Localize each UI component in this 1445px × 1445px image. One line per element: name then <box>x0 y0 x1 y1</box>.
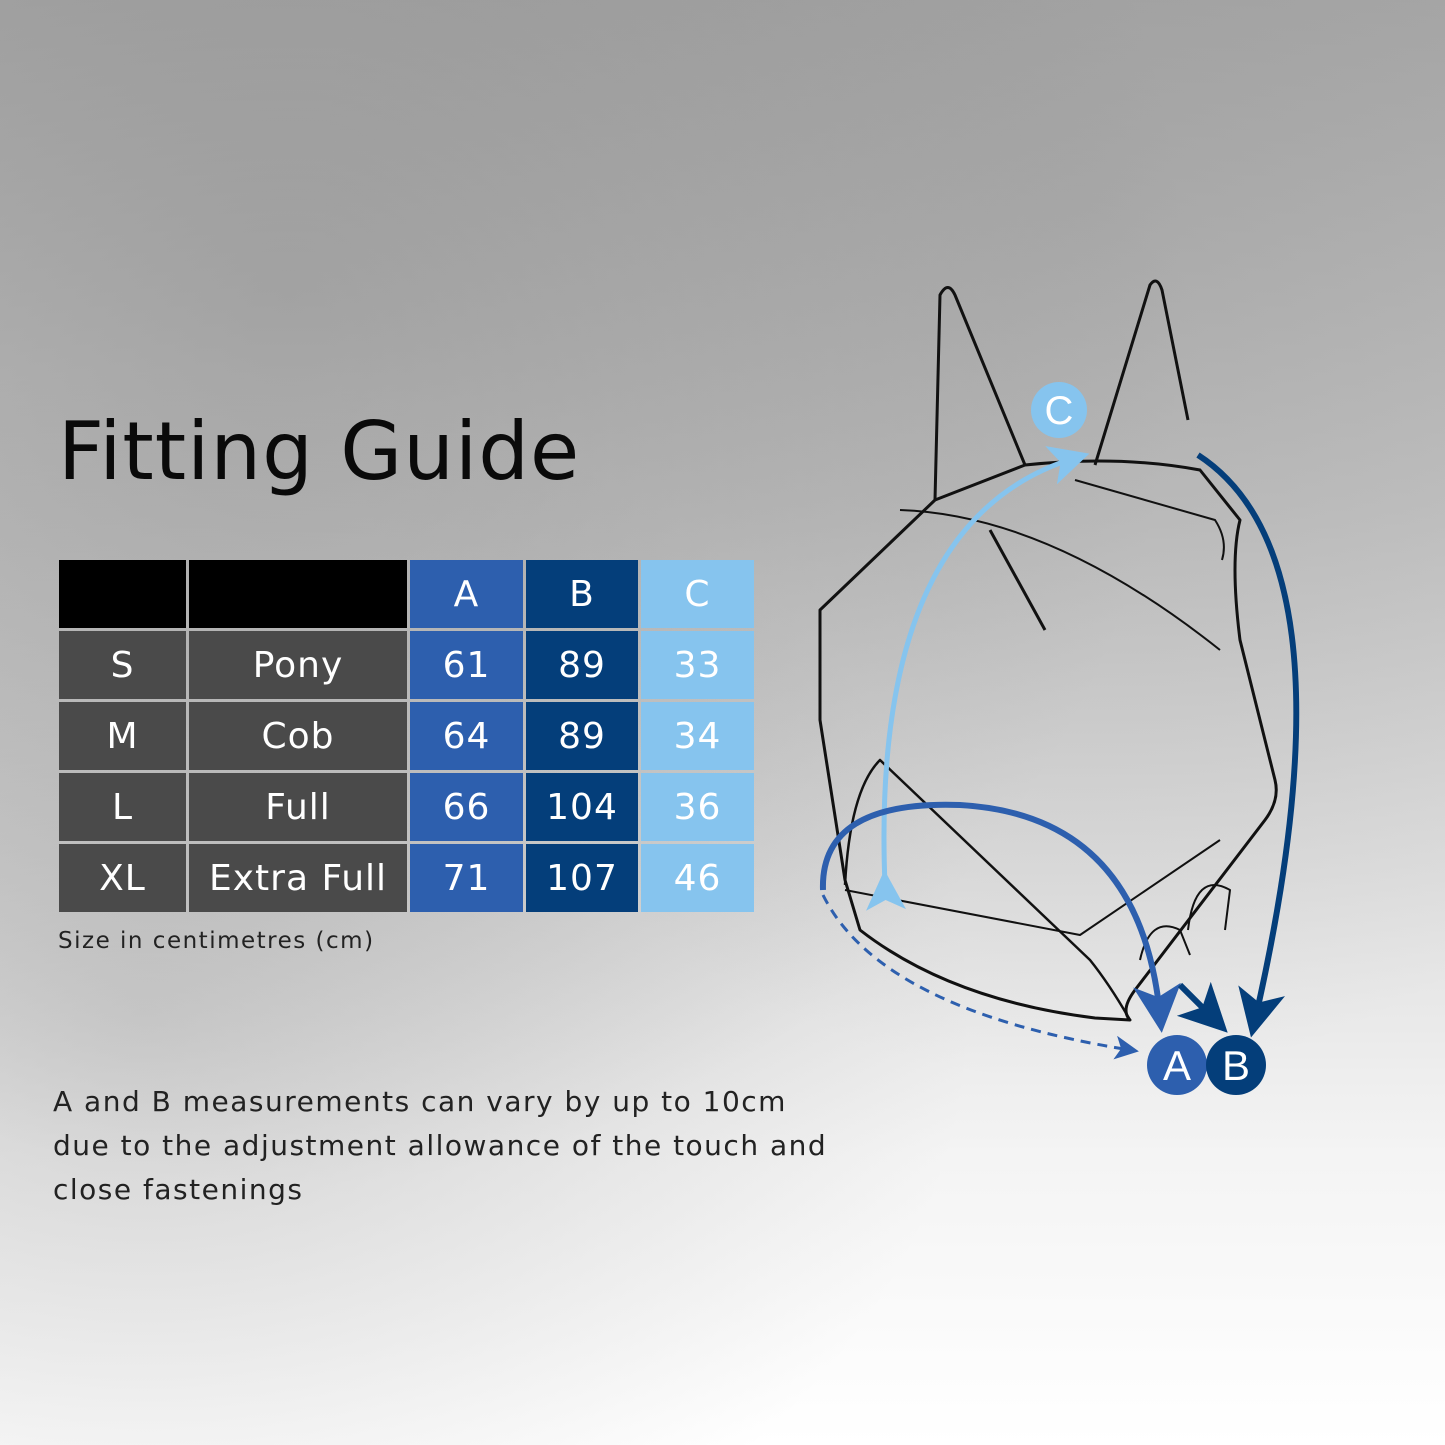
b-cell: 104 <box>526 773 638 841</box>
b-cell: 89 <box>526 631 638 699</box>
footnote: A and B measurements can vary by up to 1… <box>53 1085 828 1206</box>
label-b-badge <box>1206 1035 1266 1095</box>
c-cell: 34 <box>641 702 754 770</box>
label-c: C <box>1045 389 1074 433</box>
arrow-a-dashed <box>821 894 1139 1060</box>
size-cell: XL <box>59 844 186 912</box>
header-cell-a: A <box>410 560 523 628</box>
a-cell: 64 <box>410 702 523 770</box>
type-cell: Full <box>189 773 407 841</box>
arrow-c <box>866 446 1090 911</box>
a-cell: 61 <box>410 631 523 699</box>
a-cell: 66 <box>410 773 523 841</box>
size-table: A B C S Pony 61 89 33 M Cob 64 89 34 L F… <box>59 560 754 912</box>
b-cell: 107 <box>526 844 638 912</box>
header-cell <box>189 560 407 628</box>
arrow-b-short <box>1176 981 1228 1033</box>
a-cell: 71 <box>410 844 523 912</box>
b-cell: 89 <box>526 702 638 770</box>
unit-note: Size in centimetres (cm) <box>58 928 375 954</box>
size-cell: S <box>59 631 186 699</box>
size-cell: M <box>59 702 186 770</box>
arrow-b <box>1196 452 1300 1038</box>
header-cell <box>59 560 186 628</box>
page-title: Fitting Guide <box>58 405 581 498</box>
type-cell: Pony <box>189 631 407 699</box>
c-cell: 33 <box>641 631 754 699</box>
c-cell: 36 <box>641 773 754 841</box>
header-cell-b: B <box>526 560 638 628</box>
label-a-badge <box>1147 1035 1207 1095</box>
arrow-a <box>819 801 1181 1033</box>
label-a: A <box>1163 1042 1191 1089</box>
type-cell: Extra Full <box>189 844 407 912</box>
header-cell-c: C <box>641 560 754 628</box>
label-c-badge <box>1031 382 1087 438</box>
size-cell: L <box>59 773 186 841</box>
type-cell: Cob <box>189 702 407 770</box>
label-b: B <box>1222 1042 1250 1089</box>
c-cell: 46 <box>641 844 754 912</box>
